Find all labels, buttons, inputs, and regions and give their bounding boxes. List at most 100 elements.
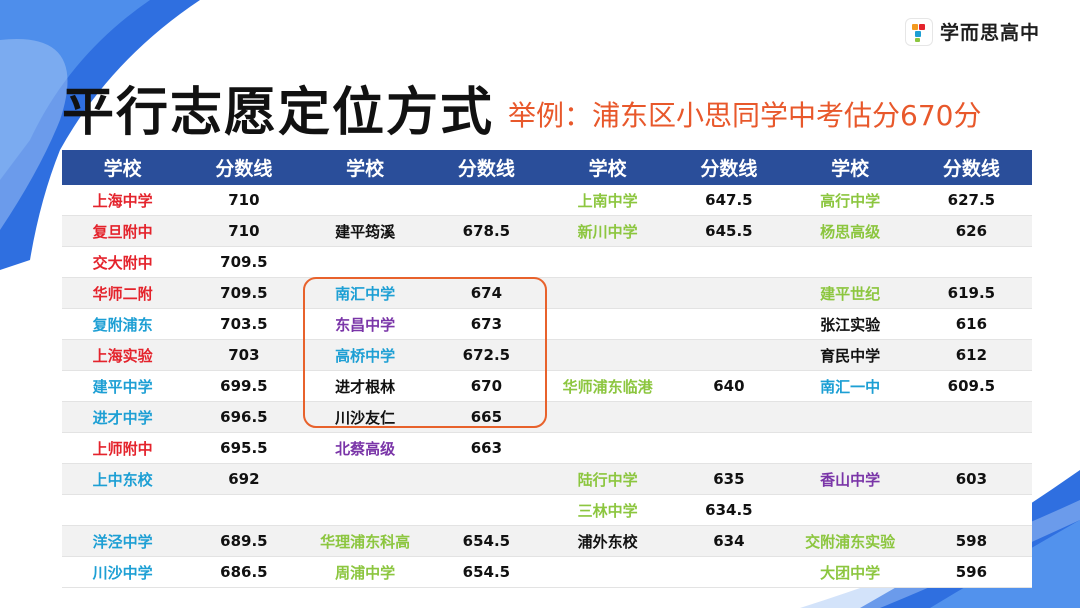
score-cell: 709.5 xyxy=(183,277,305,309)
school-name-cell xyxy=(547,277,669,309)
school-name-cell: 三林中学 xyxy=(547,494,669,526)
score-cell: 695.5 xyxy=(183,432,305,464)
school-name-cell: 南汇中学 xyxy=(304,277,426,309)
score-cell: 710 xyxy=(183,215,305,247)
score-cell: 634.5 xyxy=(668,494,790,526)
school-name-cell xyxy=(789,246,911,278)
school-name-cell: 进才根林 xyxy=(304,370,426,402)
score-cell: 710 xyxy=(183,185,305,216)
score-cell: 647.5 xyxy=(668,185,790,216)
table-row: 上海实验 703 高桥中学 672.5 育民中学 612 xyxy=(62,339,1032,371)
table-row: 复附浦东 703.5 东昌中学 673 张江实验 616 xyxy=(62,308,1032,340)
school-name-cell xyxy=(789,432,911,464)
column-header-score: 分数线 xyxy=(425,150,547,185)
school-name-cell: 建平中学 xyxy=(62,370,184,402)
school-name-cell xyxy=(789,494,911,526)
column-header-school: 学校 xyxy=(547,150,669,185)
table-row: 华师二附 709.5 南汇中学 674 建平世纪 619.5 xyxy=(62,277,1032,309)
score-cell xyxy=(668,401,790,433)
score-cell: 686.5 xyxy=(183,556,305,588)
score-cell xyxy=(668,556,790,588)
school-name-cell xyxy=(62,494,184,526)
school-name-cell xyxy=(547,556,669,588)
school-name-cell: 川沙中学 xyxy=(62,556,184,588)
score-cell: 672.5 xyxy=(425,339,547,371)
score-cell xyxy=(183,494,305,526)
score-cell: 634 xyxy=(668,525,790,557)
score-cell: 635 xyxy=(668,463,790,495)
school-name-cell: 高桥中学 xyxy=(304,339,426,371)
school-name-cell xyxy=(304,185,426,216)
score-cell: 692 xyxy=(183,463,305,495)
school-name-cell xyxy=(547,401,669,433)
table-row: 复旦附中 710 建平筠溪 678.5 新川中学 645.5 杨思高级 626 xyxy=(62,215,1032,247)
school-name-cell: 华师浦东临港 xyxy=(547,370,669,402)
school-name-cell xyxy=(304,246,426,278)
school-name-cell: 东昌中学 xyxy=(304,308,426,340)
score-cell xyxy=(425,463,547,495)
table-row: 进才中学 696.5 川沙友仁 665 xyxy=(62,401,1032,433)
school-name-cell xyxy=(304,463,426,495)
score-cell: 663 xyxy=(425,432,547,464)
score-cell: 640 xyxy=(668,370,790,402)
score-cell xyxy=(668,246,790,278)
school-name-cell: 周浦中学 xyxy=(304,556,426,588)
score-cell: 689.5 xyxy=(183,525,305,557)
score-cell: 699.5 xyxy=(183,370,305,402)
score-cell xyxy=(910,246,1032,278)
school-name-cell: 新川中学 xyxy=(547,215,669,247)
school-name-cell: 香山中学 xyxy=(789,463,911,495)
score-cell: 703.5 xyxy=(183,308,305,340)
score-cell: 616 xyxy=(910,308,1032,340)
score-cell xyxy=(425,185,547,216)
school-name-cell: 华理浦东科高 xyxy=(304,525,426,557)
score-table: 学校 分数线 学校 分数线 学校 分数线 学校 分数线 上海中学 710 上南中学 647.5 高行中… xyxy=(62,150,1032,588)
table-row: 洋泾中学 689.5 华理浦东科高 654.5 浦外东校 634 交附浦东实验 598 xyxy=(62,525,1032,557)
school-name-cell: 北蔡高级 xyxy=(304,432,426,464)
score-cell: 626 xyxy=(910,215,1032,247)
score-cell: 709.5 xyxy=(183,246,305,278)
brand-name: 学而思高中 xyxy=(940,22,1041,44)
school-name-cell: 进才中学 xyxy=(62,401,184,433)
brand-logo: 学而思高中 xyxy=(906,18,1040,45)
page-title: 平行志愿定位方式 xyxy=(62,83,495,143)
table-row: 三林中学 634.5 xyxy=(62,494,1032,526)
score-cell: 703 xyxy=(183,339,305,371)
score-cell xyxy=(425,494,547,526)
school-name-cell: 上师附中 xyxy=(62,432,184,464)
school-name-cell: 南汇一中 xyxy=(789,370,911,402)
school-name-cell: 上海中学 xyxy=(62,185,184,216)
score-cell: 678.5 xyxy=(425,215,547,247)
score-cell: 603 xyxy=(910,463,1032,495)
school-name-cell: 上中东校 xyxy=(62,463,184,495)
school-name-cell xyxy=(547,339,669,371)
column-header-school: 学校 xyxy=(789,150,911,185)
school-name-cell: 上海实验 xyxy=(62,339,184,371)
table-header-row: 学校 分数线 学校 分数线 学校 分数线 学校 分数线 xyxy=(62,150,1032,185)
school-name-cell: 大团中学 xyxy=(789,556,911,588)
school-name-cell xyxy=(547,246,669,278)
page-subtitle: 举例：浦东区小思同学中考估分670分 xyxy=(508,99,982,132)
column-header-school: 学校 xyxy=(62,150,184,185)
table-row: 交大附中 709.5 xyxy=(62,246,1032,278)
score-cell: 645.5 xyxy=(668,215,790,247)
table-row: 建平中学 699.5 进才根林 670 华师浦东临港 640 南汇一中 609.5 xyxy=(62,370,1032,402)
school-name-cell: 张江实验 xyxy=(789,308,911,340)
score-cell: 619.5 xyxy=(910,277,1032,309)
score-cell: 598 xyxy=(910,525,1032,557)
school-name-cell: 建平筠溪 xyxy=(304,215,426,247)
school-name-cell: 洋泾中学 xyxy=(62,525,184,557)
score-cell xyxy=(425,246,547,278)
score-cell: 696.5 xyxy=(183,401,305,433)
score-cell: 673 xyxy=(425,308,547,340)
score-cell: 674 xyxy=(425,277,547,309)
school-name-cell: 复旦附中 xyxy=(62,215,184,247)
school-name-cell: 华师二附 xyxy=(62,277,184,309)
column-header-score: 分数线 xyxy=(910,150,1032,185)
score-cell xyxy=(668,339,790,371)
score-cell xyxy=(910,494,1032,526)
school-name-cell xyxy=(547,308,669,340)
school-name-cell xyxy=(789,401,911,433)
school-name-cell: 交附浦东实验 xyxy=(789,525,911,557)
table-row: 上师附中 695.5 北蔡高级 663 xyxy=(62,432,1032,464)
